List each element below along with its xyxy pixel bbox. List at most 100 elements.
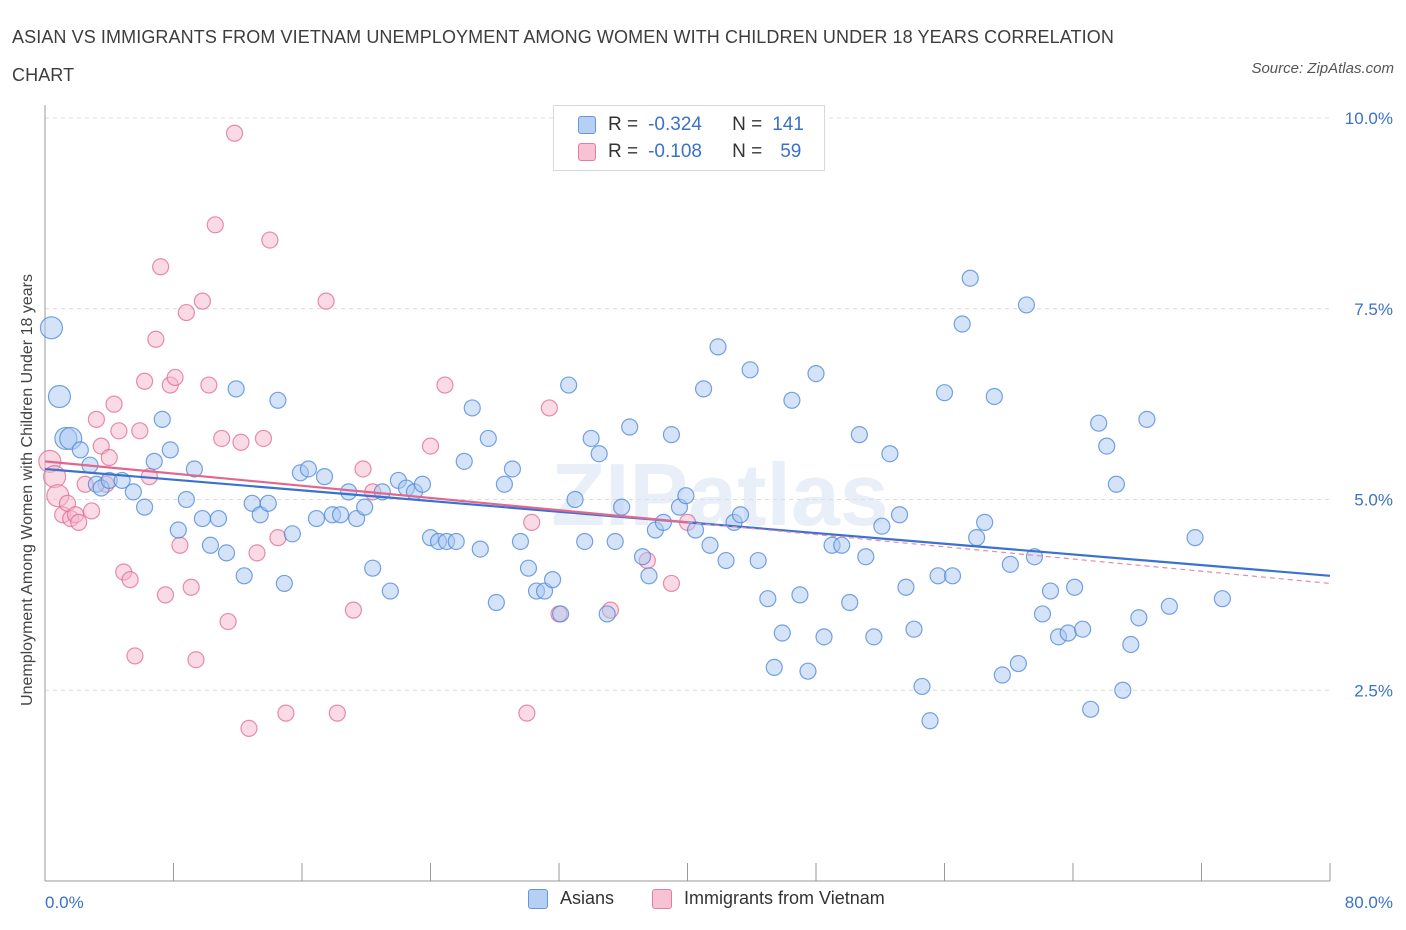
asians-point bbox=[299, 460, 318, 478]
vietnam-point bbox=[232, 433, 250, 451]
r-label: R = bbox=[608, 141, 639, 162]
asians-point bbox=[560, 376, 578, 394]
asians-point bbox=[124, 483, 142, 501]
asians-point bbox=[677, 487, 695, 505]
vietnam-point bbox=[219, 612, 237, 631]
vietnam-point bbox=[248, 544, 266, 562]
asians-point bbox=[153, 410, 171, 428]
vietnam-point bbox=[421, 437, 440, 455]
asians-point bbox=[881, 445, 899, 463]
asians-point bbox=[135, 498, 154, 516]
y-tick-label: 10.0% bbox=[1345, 109, 1393, 128]
watermark: ZIPatlas bbox=[551, 445, 888, 544]
asians-point bbox=[201, 536, 220, 554]
asians-point bbox=[576, 532, 594, 551]
vietnam-point bbox=[225, 124, 244, 142]
vietnam-point bbox=[131, 422, 149, 440]
vietnam-point bbox=[182, 578, 200, 596]
asians-point bbox=[613, 498, 631, 516]
asians-point bbox=[169, 521, 187, 539]
asians-point bbox=[364, 559, 382, 577]
vietnam-point bbox=[206, 216, 224, 234]
asians-point bbox=[519, 559, 538, 577]
asians-point bbox=[799, 662, 817, 680]
vietnam-point bbox=[523, 513, 541, 531]
asians-point bbox=[217, 544, 236, 562]
asians-point bbox=[283, 525, 301, 543]
asians-point bbox=[731, 506, 750, 524]
asians-point bbox=[1001, 555, 1019, 573]
vietnam-point bbox=[254, 429, 273, 448]
asians-point bbox=[331, 506, 350, 524]
asians-point bbox=[47, 384, 72, 409]
asians-point bbox=[71, 441, 89, 459]
asians-point bbox=[495, 475, 513, 493]
asians-point bbox=[968, 529, 986, 547]
y-tick-label: 5.0% bbox=[1354, 491, 1393, 510]
asians-point bbox=[976, 513, 994, 531]
asians-point bbox=[773, 624, 791, 642]
vietnam-point bbox=[87, 410, 106, 428]
asians-point bbox=[479, 429, 497, 448]
asians-point bbox=[694, 380, 713, 398]
asians-point bbox=[1041, 582, 1060, 600]
vietnam-point bbox=[166, 368, 184, 387]
asians-point bbox=[1033, 605, 1052, 623]
vietnam-point bbox=[317, 292, 335, 310]
asians-point bbox=[447, 532, 465, 551]
source-label: Source: ZipAtlas.com bbox=[1251, 60, 1394, 77]
r-value: -0.108 bbox=[648, 141, 702, 162]
asians-point bbox=[471, 540, 489, 558]
asians-point bbox=[259, 494, 277, 512]
asians-point bbox=[413, 475, 432, 493]
asians-point bbox=[1066, 578, 1084, 596]
series-immigrants-from-vietnam bbox=[38, 124, 697, 738]
n-label: N = bbox=[732, 114, 763, 135]
trend-lines bbox=[44, 460, 1331, 585]
asians-point bbox=[701, 536, 719, 554]
asians-point bbox=[275, 574, 293, 593]
asians-point bbox=[511, 532, 530, 551]
asians-point bbox=[791, 586, 809, 604]
asians-point bbox=[841, 593, 859, 612]
asians-point bbox=[929, 567, 947, 585]
vietnam-point bbox=[436, 376, 454, 394]
asians-legend-swatch bbox=[528, 888, 548, 909]
asians-point bbox=[913, 677, 931, 696]
asians-point bbox=[339, 483, 358, 501]
asians-point bbox=[662, 426, 681, 444]
vietnam-point bbox=[147, 330, 165, 348]
asians-point bbox=[307, 509, 326, 528]
vietnam-point bbox=[126, 647, 144, 665]
asians-point bbox=[1186, 529, 1204, 547]
asians-point bbox=[985, 387, 1003, 406]
vietnam-point bbox=[261, 231, 279, 249]
asians-point bbox=[953, 315, 971, 333]
asians-point bbox=[193, 509, 212, 528]
asians-point bbox=[606, 532, 624, 551]
asians-point bbox=[185, 460, 203, 478]
asians-point bbox=[503, 460, 522, 478]
asians-point bbox=[1017, 296, 1036, 314]
asians-point bbox=[39, 316, 64, 340]
asians-point bbox=[487, 593, 505, 612]
vietnam-point bbox=[354, 460, 372, 478]
stats-row-vietnam: R = -0.108 N = 59 bbox=[578, 139, 801, 165]
series-asians bbox=[39, 269, 1231, 730]
asians-point bbox=[1114, 681, 1132, 699]
asians-point bbox=[1138, 410, 1156, 428]
asians-point bbox=[235, 567, 253, 585]
chart-title: ASIAN VS IMMIGRANTS FROM VIETNAM UNEMPLO… bbox=[12, 27, 1114, 85]
vietnam-point bbox=[177, 303, 195, 322]
asians-point bbox=[1082, 700, 1100, 718]
asians-point bbox=[1074, 620, 1092, 638]
vietnam-swatch bbox=[578, 143, 596, 161]
vietnam-point bbox=[540, 399, 558, 417]
asians-point bbox=[961, 269, 979, 287]
asians-point bbox=[783, 391, 801, 409]
asians-point bbox=[921, 712, 939, 730]
legend-item-asians[interactable]: Asians bbox=[528, 888, 614, 909]
asians-point bbox=[566, 490, 584, 509]
asians-point bbox=[935, 384, 954, 402]
legend-item-vietnam[interactable]: Immigrants from Vietnam bbox=[652, 888, 885, 909]
